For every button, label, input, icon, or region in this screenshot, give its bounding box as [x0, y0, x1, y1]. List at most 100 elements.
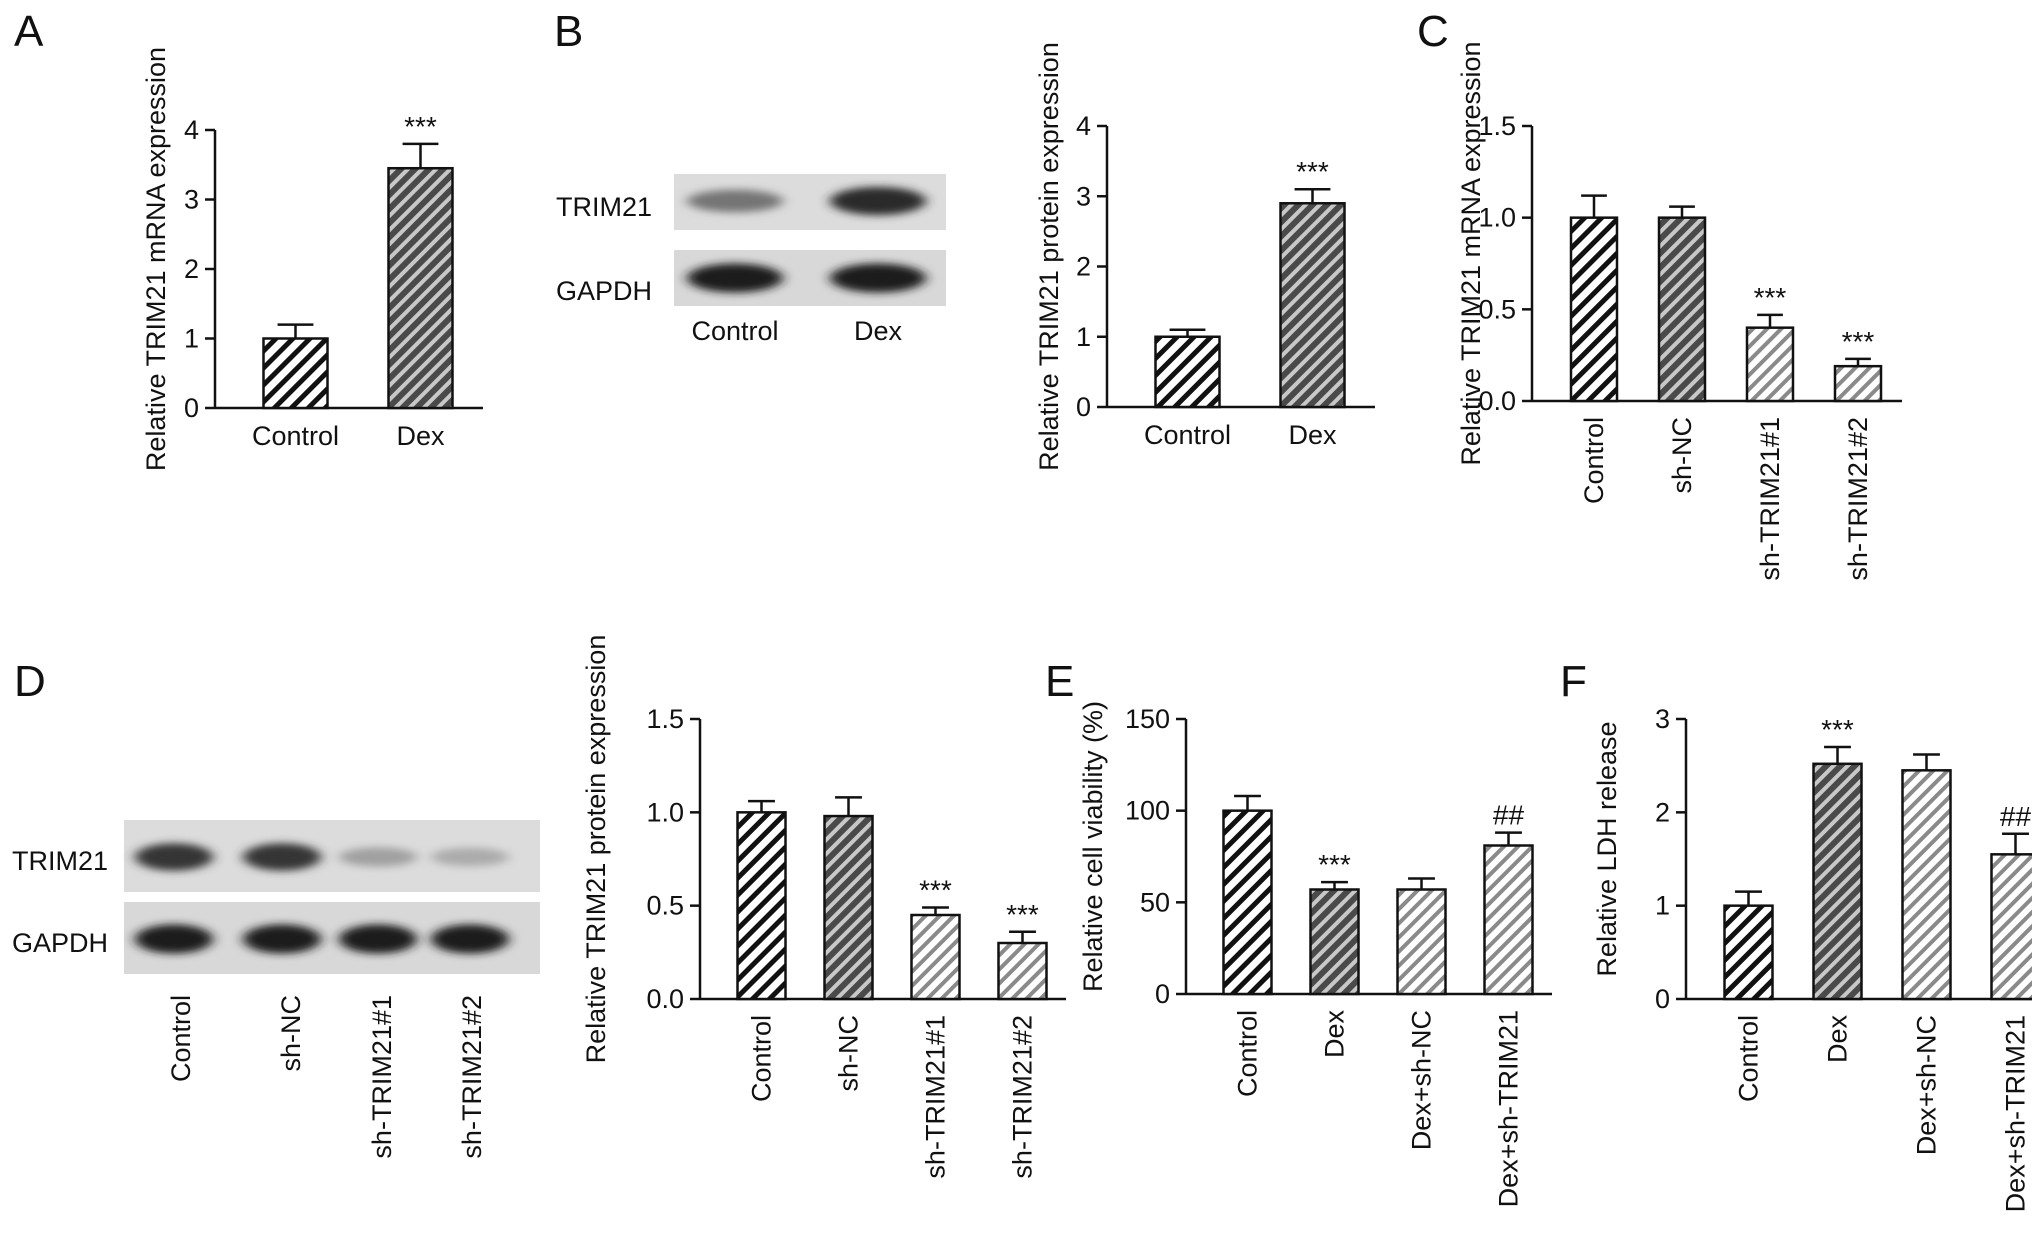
bar: [262, 337, 329, 410]
bar: [1657, 216, 1707, 403]
category-label: Control: [252, 421, 339, 451]
bar: [1154, 335, 1221, 409]
y-tick-label: 2: [1655, 797, 1670, 827]
chart-e-cell-viability: 0 50 100 150 Relative cell viability (%) Cont…: [1078, 701, 1552, 1207]
significance-marker: ***: [1296, 156, 1329, 187]
blot-band: [339, 924, 417, 954]
panel-label-b: B: [554, 7, 583, 56]
y-tick-label: 1: [1655, 891, 1670, 921]
panel-label-e: E: [1045, 657, 1074, 706]
category-label: sh-TRIM21#2: [1843, 417, 1873, 581]
category-label: Dex: [1288, 420, 1337, 450]
bar: [1723, 904, 1774, 1001]
bar: [997, 941, 1048, 1001]
category-label: sh-NC: [1667, 417, 1697, 494]
y-tick-label: 0: [184, 393, 199, 423]
bar: [1901, 769, 1952, 1001]
category-label: Control: [1144, 420, 1231, 450]
blot-b-lane-label-dex: Dex: [854, 316, 903, 346]
y-axis-label: Relative TRIM21 mRNA expression: [141, 47, 171, 471]
y-axis-label: Relative LDH release: [1592, 721, 1622, 976]
y-tick-label: 4: [1076, 111, 1091, 141]
category-label: Dex: [1320, 1010, 1350, 1059]
blot-d-row-label-trim21: TRIM21: [12, 846, 108, 876]
bar: [1396, 888, 1447, 996]
blot-band: [431, 924, 509, 954]
western-blot-d: TRIM21 GAPDH Control sh-NC sh-TRIM21#1 s…: [12, 820, 540, 1159]
y-tick-label: 1.5: [1478, 111, 1516, 141]
y-tick-label: 50: [1140, 887, 1170, 917]
category-label: sh-TRIM21#1: [921, 1015, 951, 1179]
significance-marker: ***: [919, 875, 952, 906]
bar: [1309, 888, 1360, 996]
y-tick-label: 0.0: [646, 984, 684, 1014]
y-axis-label: Relative TRIM21 protein expression: [1034, 42, 1064, 471]
blot-band: [830, 186, 926, 216]
y-tick-label: 2: [1076, 252, 1091, 282]
blot-band: [135, 924, 213, 954]
bar: [1222, 809, 1273, 996]
bar: [387, 166, 454, 410]
category-label: Dex: [1823, 1015, 1853, 1064]
y-tick-label: 3: [1655, 704, 1670, 734]
bar: [1833, 364, 1883, 403]
panel-label-f: F: [1560, 657, 1587, 706]
category-label: Control: [1734, 1015, 1764, 1102]
y-tick-label: 1.5: [646, 704, 684, 734]
y-tick-label: 3: [184, 185, 199, 215]
chart-b-trim21-protein: 0 1 2 3 4 Relative TRIM21 protein expression C…: [1034, 42, 1375, 471]
y-tick-label: 0.0: [1478, 386, 1516, 416]
significance-marker: ##: [1493, 800, 1525, 831]
blot-band: [830, 263, 926, 293]
blot-d-lane-label-sh-trim21-2: sh-TRIM21#2: [457, 995, 487, 1159]
blot-band: [431, 847, 509, 867]
blot-band: [687, 263, 783, 293]
bar: [1812, 762, 1863, 1001]
bar: [1745, 326, 1795, 403]
blot-b-lane-label-control: Control: [691, 316, 778, 346]
category-label: sh-TRIM21#1: [1755, 417, 1785, 581]
y-tick-label: 0: [1655, 984, 1670, 1014]
blot-d-lane-label-sh-trim21-1: sh-TRIM21#1: [367, 995, 397, 1159]
y-tick-label: 0: [1155, 979, 1170, 1009]
blot-d-row-label-gapdh: GAPDH: [12, 928, 108, 958]
y-tick-label: 1.0: [646, 797, 684, 827]
y-tick-label: 1: [184, 324, 199, 354]
y-tick-label: 100: [1125, 796, 1170, 826]
blot-d-lane-label-control: Control: [166, 995, 196, 1082]
significance-marker: ***: [1821, 714, 1854, 745]
panel-label-a: A: [14, 7, 44, 56]
western-blot-b: TRIM21 GAPDH Control Dex: [556, 174, 946, 346]
y-tick-label: 4: [184, 115, 199, 145]
category-label: Dex: [396, 421, 445, 451]
y-axis-label: Relative TRIM21 protein expression: [581, 635, 611, 1064]
blot-band: [243, 924, 321, 954]
chart-a-trim21-mrna: 0 1 2 3 4 Relative TRIM21 mRNA expression Cont…: [141, 47, 483, 471]
significance-marker: ***: [1318, 849, 1351, 880]
panel-label-c: C: [1417, 7, 1449, 56]
category-label: sh-NC: [834, 1015, 864, 1092]
category-label: Dex+sh-TRIM21: [1494, 1010, 1524, 1207]
significance-marker: ***: [1754, 282, 1787, 313]
significance-marker: ***: [404, 111, 437, 142]
y-axis-label: Relative TRIM21 mRNA expression: [1456, 41, 1486, 465]
category-label: Control: [747, 1015, 777, 1102]
panel-label-d: D: [14, 657, 46, 706]
blot-band: [135, 843, 213, 871]
significance-marker: ***: [1842, 326, 1875, 357]
category-label: Dex+sh-NC: [1912, 1015, 1942, 1155]
chart-d-trim21-protein-knockdown: 0.0 0.5 1.0 1.5 Relative TRIM21 protein expr…: [581, 635, 1066, 1179]
bar: [910, 913, 961, 1001]
bar: [823, 814, 874, 1001]
significance-marker: ***: [1006, 899, 1039, 930]
y-tick-label: 150: [1125, 704, 1170, 734]
blot-d-lane-label-sh-nc: sh-NC: [276, 995, 306, 1072]
bar: [1990, 853, 2032, 1001]
category-label: Control: [1579, 417, 1609, 504]
y-tick-label: 3: [1076, 181, 1091, 211]
y-tick-label: 1: [1076, 322, 1091, 352]
y-tick-label: 0: [1076, 392, 1091, 422]
bar: [1483, 844, 1534, 996]
